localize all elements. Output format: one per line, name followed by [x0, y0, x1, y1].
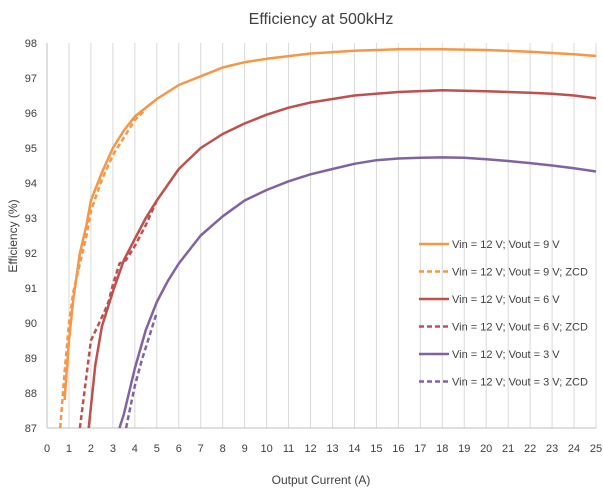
x-tick-label: 21 [502, 443, 514, 455]
legend-label-4: Vin = 12 V; Vout = 3 V [452, 349, 560, 361]
y-tick-label: 91 [25, 283, 37, 295]
y-tick-label: 89 [25, 353, 37, 365]
x-tick-label: 13 [326, 443, 338, 455]
y-tick-label: 93 [25, 213, 37, 225]
x-tick-label: 17 [414, 443, 426, 455]
legend-label-5: Vin = 12 V; Vout = 3 V; ZCD [452, 377, 588, 389]
x-tick-label: 15 [370, 443, 382, 455]
x-tick-label: 9 [242, 443, 248, 455]
x-tick-label: 5 [154, 443, 160, 455]
x-tick-label: 8 [220, 443, 226, 455]
x-tick-label: 20 [480, 443, 492, 455]
x-tick-labels: 0 1 2 3 4 5 6 7 8 9 10 11 12 13 14 15 16 17 18 19 20 21 22 23 24… [44, 443, 602, 455]
x-tick-label: 3 [110, 443, 116, 455]
x-tick-label: 18 [436, 443, 448, 455]
x-tick-label: 0 [44, 443, 50, 455]
x-tick-label: 19 [458, 443, 470, 455]
y-tick-label: 94 [25, 178, 37, 190]
y-tick-label: 98 [25, 38, 37, 50]
x-tick-label: 6 [176, 443, 182, 455]
chart-title: Efficiency at 500kHz [249, 11, 394, 28]
y-axis-title: Efficiency (%) [6, 199, 20, 272]
x-tick-label: 12 [304, 443, 316, 455]
x-tick-label: 22 [524, 443, 536, 455]
y-tick-label: 92 [25, 248, 37, 260]
x-tick-label: 11 [283, 443, 294, 455]
y-tick-label: 88 [25, 388, 37, 400]
x-tick-label: 10 [260, 443, 272, 455]
x-tick-label: 25 [590, 443, 602, 455]
series-line-3 [78, 199, 158, 429]
x-tick-label: 23 [546, 443, 558, 455]
y-tick-label: 95 [25, 143, 37, 155]
x-tick-label: 2 [88, 443, 94, 455]
x-tick-label: 16 [392, 443, 404, 455]
x-tick-label: 1 [66, 443, 72, 455]
series-line-1 [58, 108, 147, 429]
x-tick-label: 14 [348, 443, 360, 455]
legend-label-2: Vin = 12 V; Vout = 6 V [452, 294, 560, 306]
series-line-2 [87, 88, 597, 429]
series-line-4 [118, 156, 597, 429]
x-tick-label: 4 [132, 443, 138, 455]
legend-label-0: Vin = 12 V; Vout = 9 V [452, 239, 560, 251]
legend: Vin = 12 V; Vout = 9 V Vin = 12 V; Vout =… [419, 239, 588, 389]
series-line-0 [63, 48, 597, 401]
y-tick-label: 97 [25, 73, 37, 85]
y-tick-label: 87 [25, 423, 37, 435]
axes [46, 43, 596, 429]
y-tick-labels: 87 88 89 90 91 92 93 94 95 96 97 98 [25, 38, 37, 435]
x-tick-label: 24 [568, 443, 580, 455]
series-line-5 [124, 312, 158, 429]
y-tick-label: 96 [25, 108, 37, 120]
series-lines [58, 48, 597, 429]
x-tick-label: 7 [198, 443, 204, 455]
y-tick-label: 90 [25, 318, 37, 330]
x-axis-title: Output Current (A) [272, 473, 371, 487]
legend-label-3: Vin = 12 V; Vout = 6 V; ZCD [452, 322, 588, 334]
legend-label-1: Vin = 12 V; Vout = 9 V; ZCD [452, 267, 588, 279]
